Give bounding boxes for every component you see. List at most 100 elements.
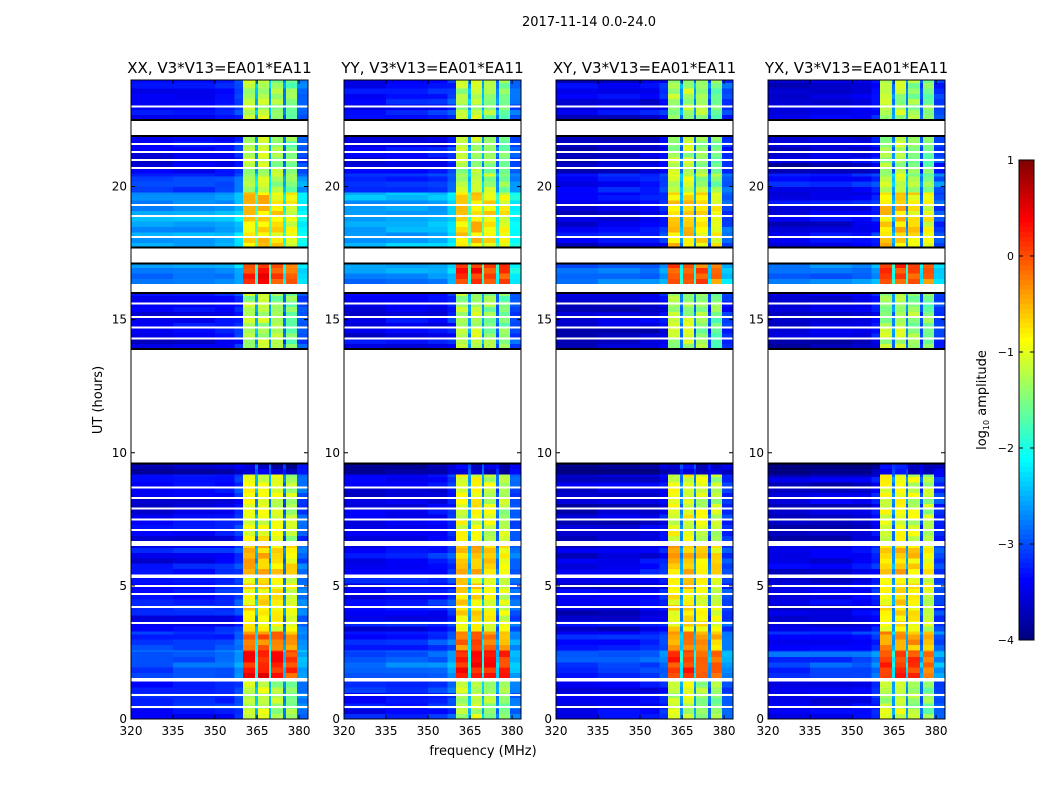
heatmap-cell	[892, 109, 896, 116]
heatmap-cell	[283, 273, 287, 279]
flagged-row	[556, 150, 733, 153]
flagged-row	[131, 694, 308, 697]
heatmap-cell	[243, 498, 256, 504]
heatmap-cell	[871, 568, 881, 575]
flagged-row	[131, 337, 308, 340]
heatmap-cell	[510, 173, 522, 177]
heatmap-cell	[683, 667, 695, 673]
heatmap-cell	[556, 474, 599, 478]
heatmap-cell	[386, 306, 429, 313]
heatmap-cell	[880, 210, 893, 217]
heatmap-cell	[768, 135, 811, 142]
heatmap-cell	[810, 93, 853, 100]
heatmap-cell	[906, 687, 909, 693]
heatmap-cell	[344, 221, 387, 227]
heatmap-cell	[428, 322, 449, 329]
heatmap-cell	[880, 87, 893, 94]
heatmap-cell	[344, 568, 387, 575]
heatmap-cell	[694, 226, 697, 233]
heatmap-cell	[908, 519, 921, 526]
heatmap-cell	[468, 263, 472, 269]
heatmap-cell	[923, 205, 935, 211]
heatmap-cell	[683, 191, 695, 195]
heatmap-cell	[173, 205, 216, 211]
heatmap-cell	[271, 242, 284, 249]
heatmap-cell	[871, 545, 881, 548]
heatmap-cell	[255, 482, 259, 488]
heatmap-cell	[484, 338, 497, 345]
heatmap-cell	[269, 80, 272, 84]
heatmap-cell	[428, 476, 449, 483]
heatmap-cell	[297, 135, 309, 142]
heatmap-cell	[908, 343, 921, 350]
heatmap-cell	[892, 492, 896, 499]
heatmap-cell	[255, 205, 259, 211]
heatmap-cell	[640, 199, 661, 206]
heatmap-cell	[871, 649, 881, 652]
heatmap-cell	[471, 181, 483, 187]
colorbar-segment	[1019, 313, 1034, 319]
heatmap-cell	[286, 293, 298, 297]
heatmap-cell	[880, 557, 893, 564]
heatmap-cell	[880, 463, 893, 470]
y-tick-label: 15	[749, 313, 764, 327]
heatmap-cell	[131, 513, 174, 520]
heatmap	[768, 80, 946, 720]
heatmap-cell	[711, 343, 723, 350]
heatmap-cell	[258, 231, 270, 238]
heatmap-cell	[428, 474, 449, 478]
heatmap-cell	[659, 295, 669, 302]
heatmap-cell	[906, 568, 909, 575]
heatmap-cell	[428, 535, 449, 542]
heatmap-cell	[906, 194, 909, 201]
heatmap-cell	[269, 237, 272, 243]
heatmap-cell	[906, 273, 909, 279]
heatmap-cell	[920, 114, 924, 121]
heatmap-cell	[243, 194, 256, 201]
heatmap-cell	[447, 687, 457, 693]
heatmap-cell	[598, 181, 641, 187]
heatmap-cell	[768, 98, 811, 105]
heatmap-cell	[456, 82, 469, 89]
heatmap-cell	[386, 625, 429, 632]
heatmap-cell	[482, 529, 485, 536]
heatmap-cell	[768, 661, 811, 668]
heatmap-cell	[131, 135, 174, 142]
heatmap-cell	[482, 98, 485, 105]
colorbar-segment	[1019, 361, 1034, 367]
heatmap-cell	[499, 293, 511, 297]
heatmap-cell	[510, 625, 522, 632]
heatmap-cell	[680, 529, 684, 536]
heatmap-cell	[871, 687, 881, 693]
heatmap-cell	[908, 162, 921, 169]
heatmap-cell	[283, 242, 287, 249]
heatmap-cell	[428, 98, 449, 105]
heatmap-cell	[722, 639, 734, 645]
heatmap-cell	[696, 468, 709, 475]
heatmap-cell	[696, 242, 709, 249]
heatmap-cell	[694, 672, 697, 679]
heatmap-cell	[468, 588, 472, 595]
heatmap-cell	[908, 482, 921, 488]
heatmap-cell	[683, 672, 695, 679]
heatmap-cell	[258, 343, 270, 350]
heatmap-cell	[271, 656, 284, 663]
heatmap-cell	[810, 498, 853, 504]
heatmap-cell	[923, 588, 935, 595]
heatmap-cell	[694, 215, 697, 222]
flagged-row	[556, 622, 733, 625]
heatmap-cell	[447, 151, 457, 158]
heatmap-cell	[708, 199, 712, 206]
heatmap-cell	[708, 343, 712, 350]
heatmap-cell	[258, 80, 270, 84]
heatmap-cell	[386, 519, 429, 526]
heatmap-cell	[456, 503, 469, 510]
heatmap-cell	[892, 524, 896, 531]
heatmap-cell	[668, 667, 681, 673]
heatmap-cell	[297, 713, 309, 720]
y-tick-label: 10	[112, 446, 127, 460]
heatmap-cell	[255, 649, 259, 652]
heatmap-cell	[386, 146, 429, 153]
heatmap-cell	[258, 237, 270, 243]
heatmap-cell	[173, 524, 216, 531]
